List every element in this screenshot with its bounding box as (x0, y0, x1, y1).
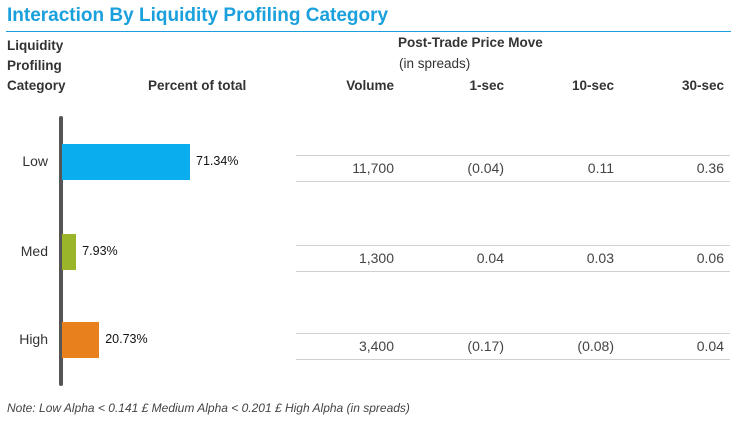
row-rule-bottom (296, 359, 730, 360)
title-underline (6, 31, 731, 32)
category-label-high: High (19, 331, 48, 347)
bar-value-label-high: 20.73% (105, 332, 148, 346)
header-volume: Volume (346, 78, 394, 93)
header-category-line1: Liquidity (7, 38, 64, 53)
header-category-line3: Category (7, 78, 66, 93)
bar-value-label-med: 7.93% (82, 244, 118, 258)
category-label-low: Low (22, 153, 48, 169)
table-cell-high-volume: 3,400 (358, 338, 394, 354)
header-price-move: Post-Trade Price Move (398, 35, 543, 50)
chart-title: Interaction By Liquidity Profiling Categ… (7, 5, 389, 26)
header-10sec: 10-sec (571, 78, 614, 93)
bar-value-label-low: 71.34% (196, 154, 239, 168)
header-percent: Percent of total (148, 78, 247, 93)
row-rule-top (296, 245, 730, 246)
table-cell-med-s1: 0.04 (476, 250, 504, 266)
table-cell-med-s30: 0.06 (696, 250, 724, 266)
table-cell-low-s1: (0.04) (467, 160, 504, 176)
bar-low (62, 144, 190, 180)
category-label-med: Med (20, 243, 48, 259)
table-cell-high-s1: (0.17) (467, 338, 504, 354)
header-category-line2: Profiling (7, 58, 62, 73)
bar-high (62, 322, 100, 358)
table-cell-high-s10: (0.08) (577, 338, 614, 354)
table-cell-low-volume: 11,700 (352, 160, 394, 176)
table-cell-high-s30: 0.04 (696, 338, 724, 354)
table-cell-med-s10: 0.03 (586, 250, 614, 266)
header-1sec: 1-sec (469, 78, 504, 93)
table-cell-low-s10: 0.11 (587, 160, 614, 176)
table-cell-med-volume: 1,300 (358, 250, 394, 266)
table-cell-low-s30: 0.36 (696, 160, 724, 176)
row-rule-bottom (296, 181, 730, 182)
header-price-move-units: (in spreads) (399, 56, 471, 71)
row-rule-bottom (296, 271, 730, 272)
header-30sec: 30-sec (681, 78, 724, 93)
footnote: Note: Low Alpha < 0.141 £ Medium Alpha <… (7, 401, 410, 415)
row-rule-top (296, 155, 730, 156)
row-rule-top (296, 333, 730, 334)
category-axis (59, 116, 63, 386)
bar-med (62, 234, 77, 270)
